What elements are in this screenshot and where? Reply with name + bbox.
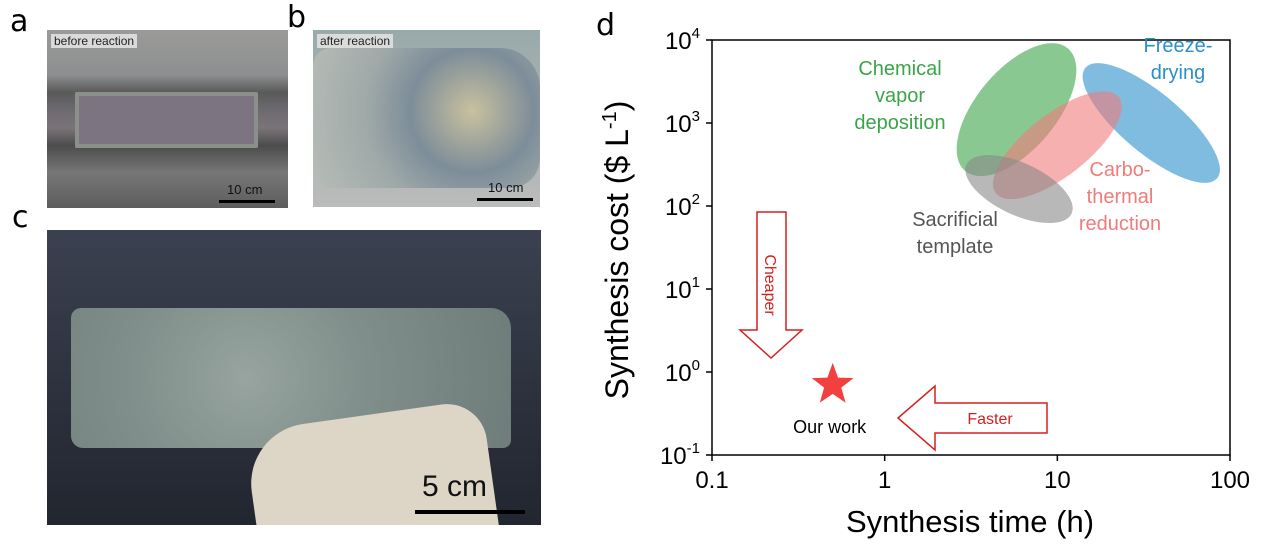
x-tick-label: 0.1 bbox=[695, 467, 728, 494]
cheaper-label: Cheaper bbox=[761, 254, 778, 316]
photo-tag: before reaction bbox=[51, 34, 138, 48]
region-label: reduction bbox=[1079, 213, 1161, 235]
scale-label: 5 cm bbox=[422, 470, 488, 503]
region-label: Chemical bbox=[858, 58, 941, 80]
product-lump bbox=[313, 48, 540, 188]
furnace-tray bbox=[75, 92, 258, 148]
y-tick-label: 104 bbox=[665, 25, 700, 55]
y-axis-title-end: ) bbox=[599, 101, 635, 112]
scale-label: 10 cm bbox=[227, 182, 263, 197]
scale-label: 10 cm bbox=[488, 180, 524, 195]
y-tick-label: 10-1 bbox=[660, 440, 700, 470]
region-label: Freeze- bbox=[1144, 35, 1213, 57]
x-tick-label: 1 bbox=[878, 467, 891, 494]
plot-frame bbox=[711, 39, 1231, 456]
region-ellipse bbox=[965, 155, 1073, 224]
y-tick-exp: 0 bbox=[692, 357, 700, 374]
y-tick-base: 10 bbox=[665, 194, 692, 221]
x-tick-label: 100 bbox=[1210, 467, 1250, 494]
region-label: vapor bbox=[875, 85, 925, 107]
y-tick-base: 10 bbox=[665, 28, 692, 55]
y-axis-title-sup: -1 bbox=[599, 111, 621, 129]
y-tick-base: 10 bbox=[665, 277, 692, 304]
y-tick-exp: 3 bbox=[692, 108, 700, 125]
y-tick-exp: 4 bbox=[692, 25, 700, 42]
y-tick-label: 103 bbox=[665, 108, 700, 138]
y-axis-title: Synthesis cost ($ L-1) bbox=[599, 101, 635, 400]
y-tick-label: 100 bbox=[665, 357, 700, 387]
panel-label-a: a bbox=[10, 4, 29, 39]
region-ellipse bbox=[956, 43, 1077, 177]
photo-after-reaction: after reaction 10 cm bbox=[313, 30, 540, 207]
region-ellipse bbox=[1082, 63, 1220, 183]
x-axis-title: Synthesis time (h) bbox=[846, 504, 1094, 539]
our-work-label: Our work bbox=[793, 417, 867, 437]
photo-before-reaction: before reaction 10 cm bbox=[47, 30, 288, 208]
our-work-star-marker bbox=[811, 362, 854, 403]
y-tick-label: 101 bbox=[665, 274, 700, 304]
panel-label-c: c bbox=[12, 200, 29, 235]
region-label: template bbox=[917, 236, 994, 258]
scale-bar bbox=[415, 510, 525, 514]
panel-label-d: d bbox=[596, 8, 616, 43]
scale-bar bbox=[219, 200, 275, 203]
faster-arrow bbox=[896, 384, 1048, 452]
y-tick-exp: 1 bbox=[692, 274, 700, 291]
region-label: Carbo- bbox=[1089, 159, 1150, 181]
y-tick-label: 102 bbox=[665, 191, 700, 221]
faster-label: Faster bbox=[967, 411, 1013, 428]
region-label: drying bbox=[1151, 62, 1205, 84]
x-tick-label: 10 bbox=[1044, 467, 1071, 494]
panel-label-b: b bbox=[287, 0, 307, 35]
region-label: thermal bbox=[1087, 186, 1154, 208]
y-tick-exp: 2 bbox=[692, 191, 700, 208]
y-tick-base: 10 bbox=[665, 111, 692, 138]
y-axis-title-main: Synthesis cost ($ L bbox=[599, 129, 635, 399]
photo-monolith: 5 cm bbox=[47, 230, 541, 525]
y-tick-exp: -1 bbox=[687, 440, 700, 457]
region-label: Sacrificial bbox=[912, 209, 998, 231]
y-tick-base: 10 bbox=[660, 443, 687, 470]
cheaper-arrow bbox=[738, 211, 804, 360]
scale-bar bbox=[477, 198, 533, 201]
y-tick-base: 10 bbox=[665, 360, 692, 387]
photo-tag: after reaction bbox=[317, 34, 394, 48]
region-label: deposition bbox=[854, 112, 945, 134]
